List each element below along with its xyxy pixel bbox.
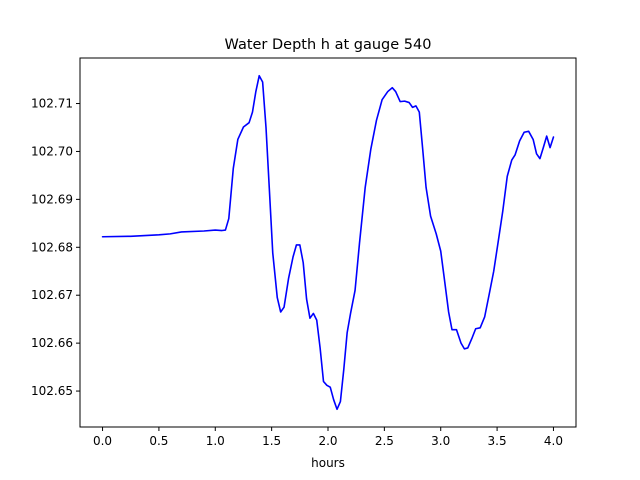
y-tick-label: 102.69 <box>31 192 73 206</box>
x-axis-label: hours <box>311 456 345 470</box>
chart-title: Water Depth h at gauge 540 <box>225 37 432 53</box>
y-tick-label: 102.68 <box>31 240 73 254</box>
x-tick-label: 2.5 <box>375 434 394 448</box>
y-tick-label: 102.71 <box>31 97 73 111</box>
x-tick-label: 0.5 <box>149 434 168 448</box>
x-tick-label: 1.5 <box>262 434 281 448</box>
x-tick-label: 2.0 <box>318 434 337 448</box>
x-axis: 0.0 0.5 1.0 1.5 2.0 2.5 3.0 3.5 4.0 <box>93 427 563 448</box>
x-tick-label: 3.5 <box>488 434 507 448</box>
y-tick-label: 102.67 <box>31 288 73 302</box>
x-tick-label: 1.0 <box>206 434 225 448</box>
y-tick-label: 102.70 <box>31 144 73 158</box>
x-tick-label: 0.0 <box>93 434 112 448</box>
y-axis: 102.65 102.66 102.67 102.68 102.69 102.70 102.… <box>31 97 80 398</box>
x-tick-label: 3.0 <box>431 434 450 448</box>
x-tick-label: 4.0 <box>544 434 563 448</box>
y-tick-label: 102.66 <box>31 336 73 350</box>
y-tick-label: 102.65 <box>31 384 73 398</box>
series-line-0 <box>101 74 555 411</box>
